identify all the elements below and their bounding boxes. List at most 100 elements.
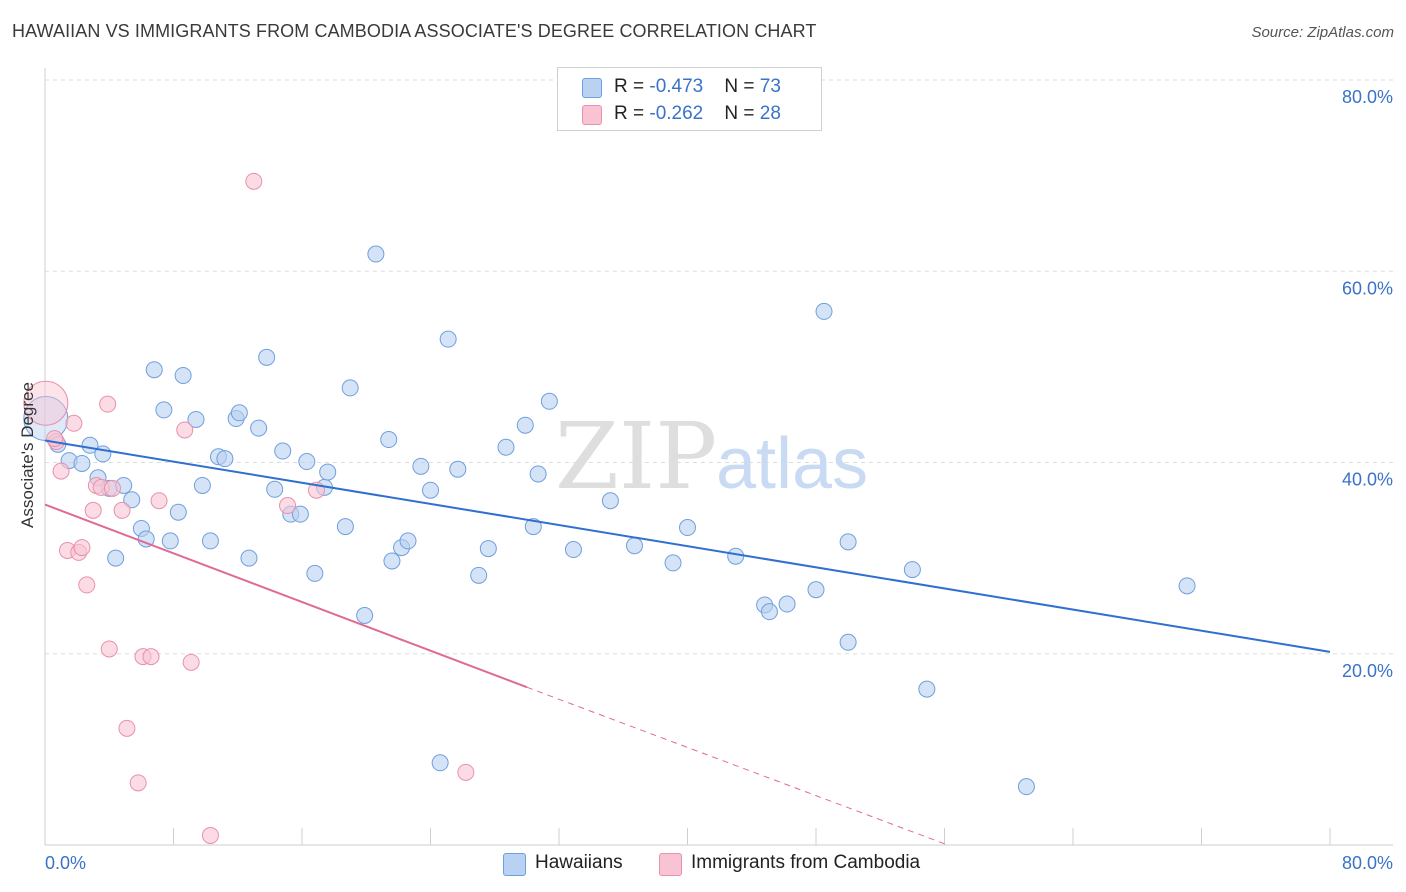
hawaiians-point <box>1017 778 1035 796</box>
hawaiians-point <box>431 754 449 772</box>
cambodia-point <box>23 380 69 426</box>
hawaiians-point <box>201 532 219 550</box>
y-tick-label: 80.0% <box>1342 87 1393 107</box>
hawaiians-trend-line <box>44 439 1331 653</box>
hawaiians-point <box>449 460 467 478</box>
cambodia-legend-label: Immigrants from Cambodia <box>691 852 921 873</box>
hawaiians-point <box>319 463 337 481</box>
cambodia-point <box>103 479 121 497</box>
hawaiians-point <box>412 457 430 475</box>
tick-labels: 80.0% 60.0% 40.0% 20.0% 0.0% 80.0% <box>45 87 1393 873</box>
hawaiians-point <box>422 481 439 499</box>
hawaiians-point <box>341 379 359 397</box>
y-tick-label: 20.0% <box>1342 661 1393 681</box>
hawaiians-legend-swatch <box>503 853 526 876</box>
cambodia-swatch <box>582 105 602 125</box>
hawaiians-swatch <box>582 78 602 98</box>
hawaiians-point <box>778 595 796 613</box>
cambodia-point <box>142 648 160 666</box>
correlation-legend: R = -0.473 N = 73 R = -0.262 N = 28 <box>557 67 822 131</box>
x-tick-label: 80.0% <box>1342 853 1393 873</box>
cambodia-point <box>84 501 102 519</box>
hawaiians-point <box>169 503 187 521</box>
n-value: 28 <box>759 103 781 124</box>
hawaiians-point <box>497 438 515 456</box>
axes <box>44 68 1393 846</box>
hawaiians-point <box>73 454 91 472</box>
y-tick-label: 60.0% <box>1342 278 1393 298</box>
cambodia-point <box>113 501 131 519</box>
r-value: -0.262 <box>649 103 704 124</box>
hawaiians-point <box>601 492 619 510</box>
hawaiians-point <box>216 450 234 468</box>
hawaiians-point <box>230 404 248 422</box>
n-value: 73 <box>759 76 781 97</box>
hawaiians-point <box>470 566 488 584</box>
hawaiians-point <box>516 416 534 434</box>
trend-lines <box>44 439 1331 846</box>
r-label: R = <box>614 76 650 97</box>
hawaiians-point <box>291 505 309 523</box>
hawaiians-point <box>399 532 417 550</box>
cambodia-point <box>457 763 475 781</box>
hawaiians-point <box>760 603 778 621</box>
watermark: ZIP atlas <box>555 403 868 510</box>
hawaiians-point <box>266 480 284 498</box>
hawaiians-point <box>383 552 401 570</box>
hawaiians-point <box>174 366 192 384</box>
hawaiians-point <box>145 361 163 379</box>
cambodia-point <box>129 774 147 792</box>
cambodia-point <box>99 395 117 413</box>
hawaiians-point <box>306 564 324 582</box>
n-label: N = <box>724 103 760 124</box>
hawaiians-point <box>839 533 857 551</box>
cambodia-point <box>100 640 118 658</box>
source-credit: Source: ZipAtlas.com <box>1251 24 1394 41</box>
watermark-atlas: atlas <box>716 424 868 504</box>
hawaiians-point <box>107 549 125 567</box>
hawaiians-point <box>727 547 745 565</box>
hawaiians-point <box>123 491 141 509</box>
cambodia-point <box>46 430 64 448</box>
hawaiians-legend-label: Hawaiians <box>535 852 623 873</box>
hawaiians-point <box>298 453 316 471</box>
cambodia-point <box>73 539 91 557</box>
hawaiians-point <box>564 541 582 559</box>
x-tick-label: 0.0% <box>45 853 86 873</box>
cambodia-point <box>78 576 96 594</box>
cambodia-point <box>201 826 219 844</box>
y-axis-label: Associate's Degree <box>18 382 37 528</box>
hawaiians-point <box>380 431 398 449</box>
cambodia-point <box>150 492 168 510</box>
data-points <box>23 172 1196 844</box>
hawaiians-point <box>664 554 682 572</box>
cambodia-point <box>65 414 83 432</box>
hawaiians-point <box>187 410 205 428</box>
hawaiians-point <box>918 680 936 698</box>
hawaiians-point <box>903 561 921 579</box>
watermark-zip: ZIP <box>555 403 717 510</box>
hawaiians-point <box>839 633 857 651</box>
cambodia-legend-swatch <box>659 853 682 876</box>
hawaiians-point <box>258 348 276 366</box>
hawaiians-point <box>274 442 292 460</box>
cambodia-point <box>176 421 194 439</box>
hawaiians-point <box>250 419 268 437</box>
hawaiians-point <box>161 532 179 550</box>
hawaiians-point <box>524 518 542 536</box>
cambodia-point <box>52 462 70 480</box>
cambodia-point <box>118 719 136 737</box>
hawaiians-point <box>1178 577 1196 595</box>
cambodia-point <box>182 653 200 671</box>
hawaiians-point <box>807 581 825 599</box>
hawaiians-point <box>367 245 385 263</box>
chart-title: HAWAIIAN VS IMMIGRANTS FROM CAMBODIA ASS… <box>12 21 817 41</box>
hawaiians-point <box>240 549 258 567</box>
gridlines <box>45 79 1393 655</box>
hawaiians-point <box>155 401 173 419</box>
hawaiians-point <box>625 537 643 555</box>
cambodia-trend-extension <box>526 686 948 846</box>
hawaiians-point <box>356 607 374 624</box>
hawaiians-point <box>679 519 696 537</box>
n-label: N = <box>724 76 760 97</box>
